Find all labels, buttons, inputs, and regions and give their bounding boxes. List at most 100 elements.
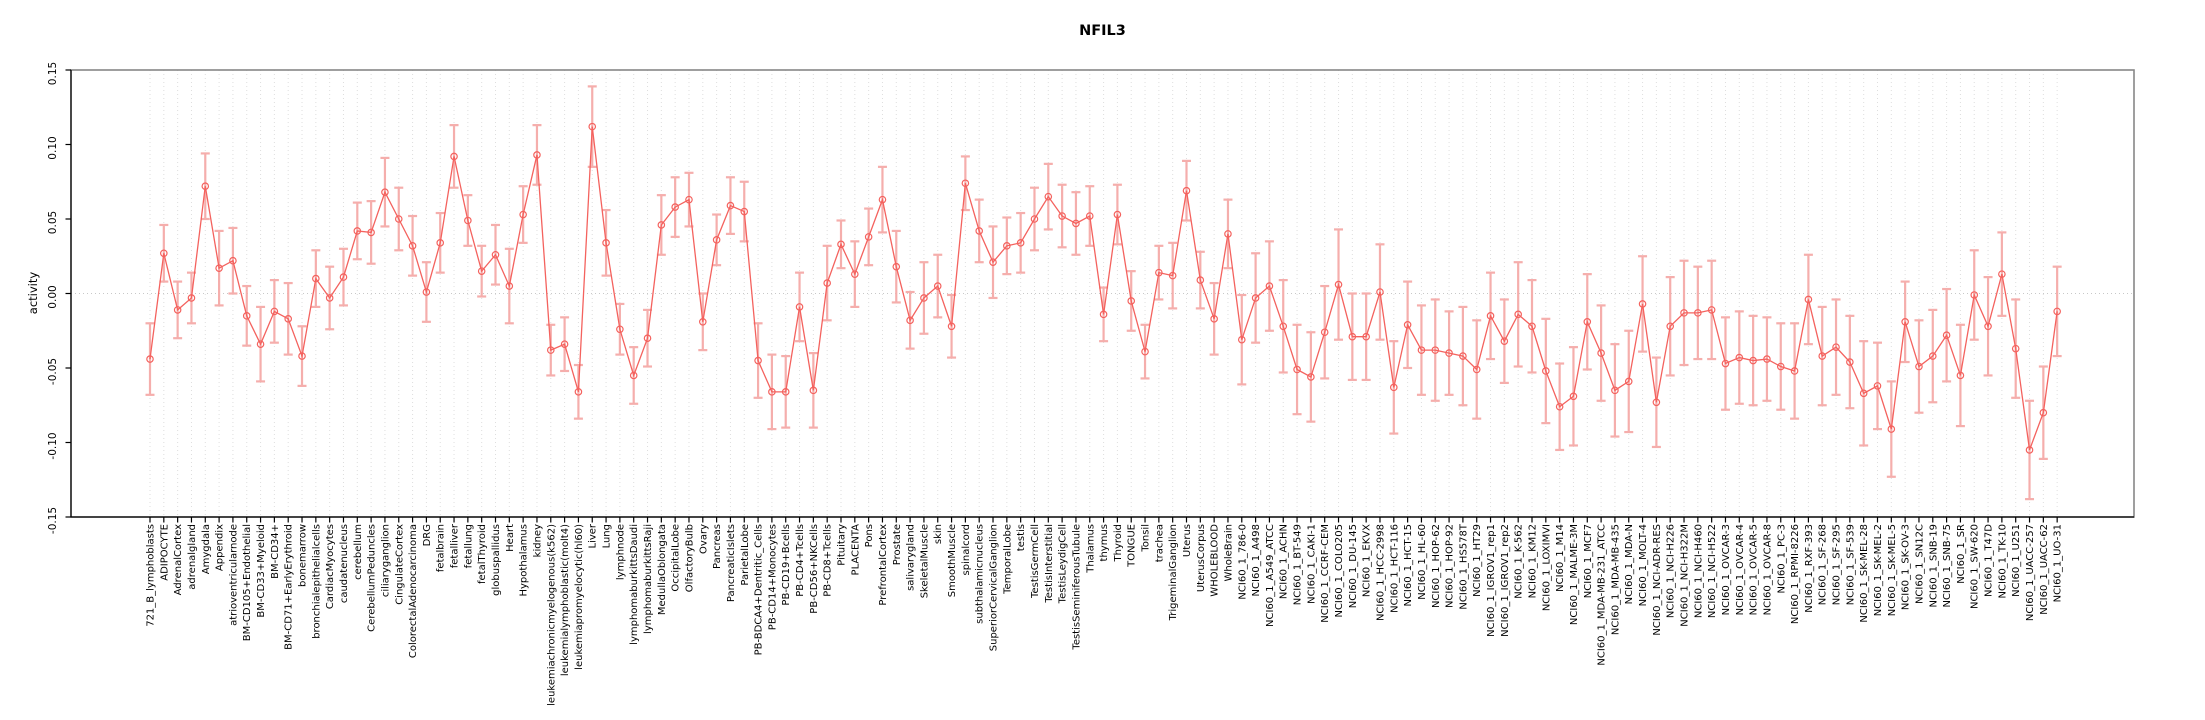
- svg-text:subthalamicnucleus: subthalamicnucleus: [975, 524, 986, 624]
- svg-text:NCI60_1_LOXIMVI: NCI60_1_LOXIMVI: [1541, 524, 1552, 611]
- svg-text:OccipitalLobe: OccipitalLobe: [671, 524, 682, 592]
- data-point: [1196, 276, 1205, 284]
- svg-text:cerebellum: cerebellum: [353, 524, 364, 580]
- svg-text:PancreaticIslets: PancreaticIslets: [726, 524, 737, 602]
- data-point: [823, 279, 831, 287]
- data-point: [643, 334, 652, 343]
- svg-text:NCI60_1_NCI-ADR-RES: NCI60_1_NCI-ADR-RES: [1652, 524, 1663, 636]
- data-point: [574, 388, 583, 396]
- data-point: [1956, 371, 1965, 380]
- svg-text:Uterus: Uterus: [1182, 524, 1193, 557]
- svg-text:Hypothalamus: Hypothalamus: [519, 524, 530, 597]
- svg-text:WHOLEBLOOD: WHOLEBLOOD: [1210, 524, 1221, 597]
- svg-text:0.15: 0.15: [47, 62, 59, 85]
- data-point: [1542, 367, 1550, 375]
- data-point: [1293, 365, 1301, 374]
- svg-text:fetallung: fetallung: [463, 524, 474, 568]
- data-point: [1237, 335, 1246, 344]
- vertical-gridlines: [149, 70, 2058, 517]
- svg-text:lymphnode: lymphnode: [615, 524, 626, 580]
- data-point: [892, 262, 901, 271]
- svg-text:NCI60_1_HT29: NCI60_1_HT29: [1472, 524, 1483, 597]
- svg-text:salivarygland: salivarygland: [906, 524, 917, 591]
- svg-text:UterusCorpus: UterusCorpus: [1196, 524, 1207, 592]
- data-point: [1915, 362, 1923, 371]
- y-axis: -0.15 -0.10 -0.05 0.00 0.05 0.10 0.15: [47, 62, 72, 534]
- svg-text:NCI60_1_IGROV1_rep2: NCI60_1_IGROV1_rep2: [1500, 524, 1511, 637]
- data-point: [878, 195, 887, 204]
- data-point: [491, 250, 500, 259]
- svg-text:NCI60_1_CCRF-CEM: NCI60_1_CCRF-CEM: [1320, 524, 1331, 623]
- data-point: [1776, 362, 1785, 371]
- svg-text:NCI60_1_OVCAR-8: NCI60_1_OVCAR-8: [1762, 524, 1773, 615]
- data-point: [1597, 349, 1605, 357]
- data-point: [477, 267, 486, 275]
- data-points: [146, 122, 2061, 454]
- data-point: [1376, 288, 1384, 296]
- data-point: [560, 340, 569, 348]
- data-point: [1155, 268, 1163, 277]
- svg-text:NCI60_1_MDA-N: NCI60_1_MDA-N: [1624, 524, 1635, 604]
- y-axis-label: activity: [26, 271, 40, 315]
- svg-text:PB-CD56+NKCells: PB-CD56+NKCells: [809, 524, 820, 614]
- data-point: [325, 294, 334, 302]
- data-point: [1016, 239, 1025, 247]
- svg-text:TONGUE: TONGUE: [1127, 524, 1138, 568]
- data-point: [2025, 446, 2034, 454]
- svg-text:NCI60_1_HCT-15: NCI60_1_HCT-15: [1403, 524, 1414, 607]
- svg-text:NCI60_1_786-0: NCI60_1_786-0: [1237, 524, 1248, 600]
- data-point: [284, 315, 293, 323]
- svg-text:TemporalLobe: TemporalLobe: [1002, 524, 1013, 595]
- svg-text:Thalamus: Thalamus: [1085, 524, 1096, 574]
- svg-text:Amygdala: Amygdala: [201, 524, 212, 574]
- data-point: [298, 352, 306, 360]
- svg-text:Tonsil: Tonsil: [1141, 524, 1152, 553]
- data-point: [1445, 349, 1453, 357]
- data-point: [1970, 291, 1979, 299]
- data-point: [1984, 322, 1992, 331]
- svg-text:NCI60_1_MDA-MB-231_ATCC: NCI60_1_MDA-MB-231_ATCC: [1597, 524, 1608, 666]
- data-point: [256, 340, 265, 348]
- data-point: [187, 294, 196, 302]
- data-point: [2011, 344, 2020, 353]
- svg-text:PB-CD19+Bcells: PB-CD19+Bcells: [781, 524, 792, 606]
- svg-text:skin: skin: [933, 524, 944, 544]
- svg-text:Heart: Heart: [505, 524, 516, 552]
- x-axis-labels: 721_B_lymphoblasts ADIPOCYTE AdrenalCortex…: [146, 523, 2064, 706]
- svg-text:NCI60_1_SN12C: NCI60_1_SN12C: [1914, 524, 1925, 604]
- svg-text:NCI60_1_PC-3: NCI60_1_PC-3: [1776, 524, 1787, 593]
- svg-text:CerebellumPeduncles: CerebellumPeduncles: [367, 524, 378, 632]
- svg-text:PrefrontalCortex: PrefrontalCortex: [878, 524, 889, 606]
- svg-text:BM-CD34+: BM-CD34+: [270, 524, 281, 579]
- data-point: [394, 215, 403, 223]
- data-point: [1790, 367, 1799, 375]
- data-point: [270, 307, 279, 316]
- svg-text:NCI60_1_NCI-H522: NCI60_1_NCI-H522: [1707, 524, 1718, 618]
- data-point: [1472, 365, 1481, 374]
- data-point: [408, 242, 417, 250]
- data-point: [1030, 215, 1039, 223]
- data-point: [657, 221, 666, 229]
- svg-text:NCI60_1_OVCAR-4: NCI60_1_OVCAR-4: [1735, 524, 1746, 615]
- svg-text:PB-CD4+Tcells: PB-CD4+Tcells: [795, 524, 806, 597]
- data-point: [754, 356, 762, 365]
- data-point: [1624, 377, 1633, 386]
- svg-text:Pancreas: Pancreas: [712, 524, 723, 569]
- svg-text:thymus: thymus: [1099, 524, 1110, 561]
- svg-text:PLACENTA: PLACENTA: [850, 524, 861, 576]
- svg-text:SkeletalMuscle: SkeletalMuscle: [919, 524, 930, 598]
- data-point: [1265, 282, 1274, 290]
- svg-text:Ovary: Ovary: [698, 524, 709, 554]
- svg-text:NCI60_1_COLO205: NCI60_1_COLO205: [1334, 524, 1345, 618]
- svg-text:NCI60_1_HCT-116: NCI60_1_HCT-116: [1389, 524, 1400, 613]
- svg-text:Prostate: Prostate: [892, 524, 903, 565]
- svg-text:spinalcord: spinalcord: [961, 524, 972, 575]
- data-point: [339, 273, 348, 281]
- data-point: [1901, 318, 1909, 326]
- data-point: [215, 264, 223, 272]
- svg-text:ParietalLobe: ParietalLobe: [740, 524, 751, 586]
- data-point: [1569, 392, 1578, 401]
- data-point: [1555, 402, 1564, 411]
- data-point: [1735, 353, 1744, 362]
- data-point: [1417, 346, 1426, 354]
